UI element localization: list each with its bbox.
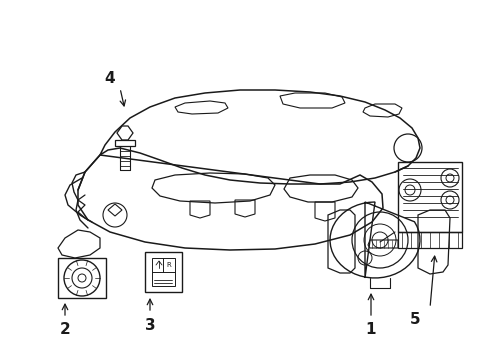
Text: 2: 2 bbox=[60, 323, 70, 338]
Text: 5: 5 bbox=[409, 312, 420, 328]
Text: 1: 1 bbox=[365, 323, 375, 338]
Text: 4: 4 bbox=[104, 71, 115, 86]
Text: R: R bbox=[166, 262, 171, 268]
Text: 3: 3 bbox=[144, 318, 155, 333]
